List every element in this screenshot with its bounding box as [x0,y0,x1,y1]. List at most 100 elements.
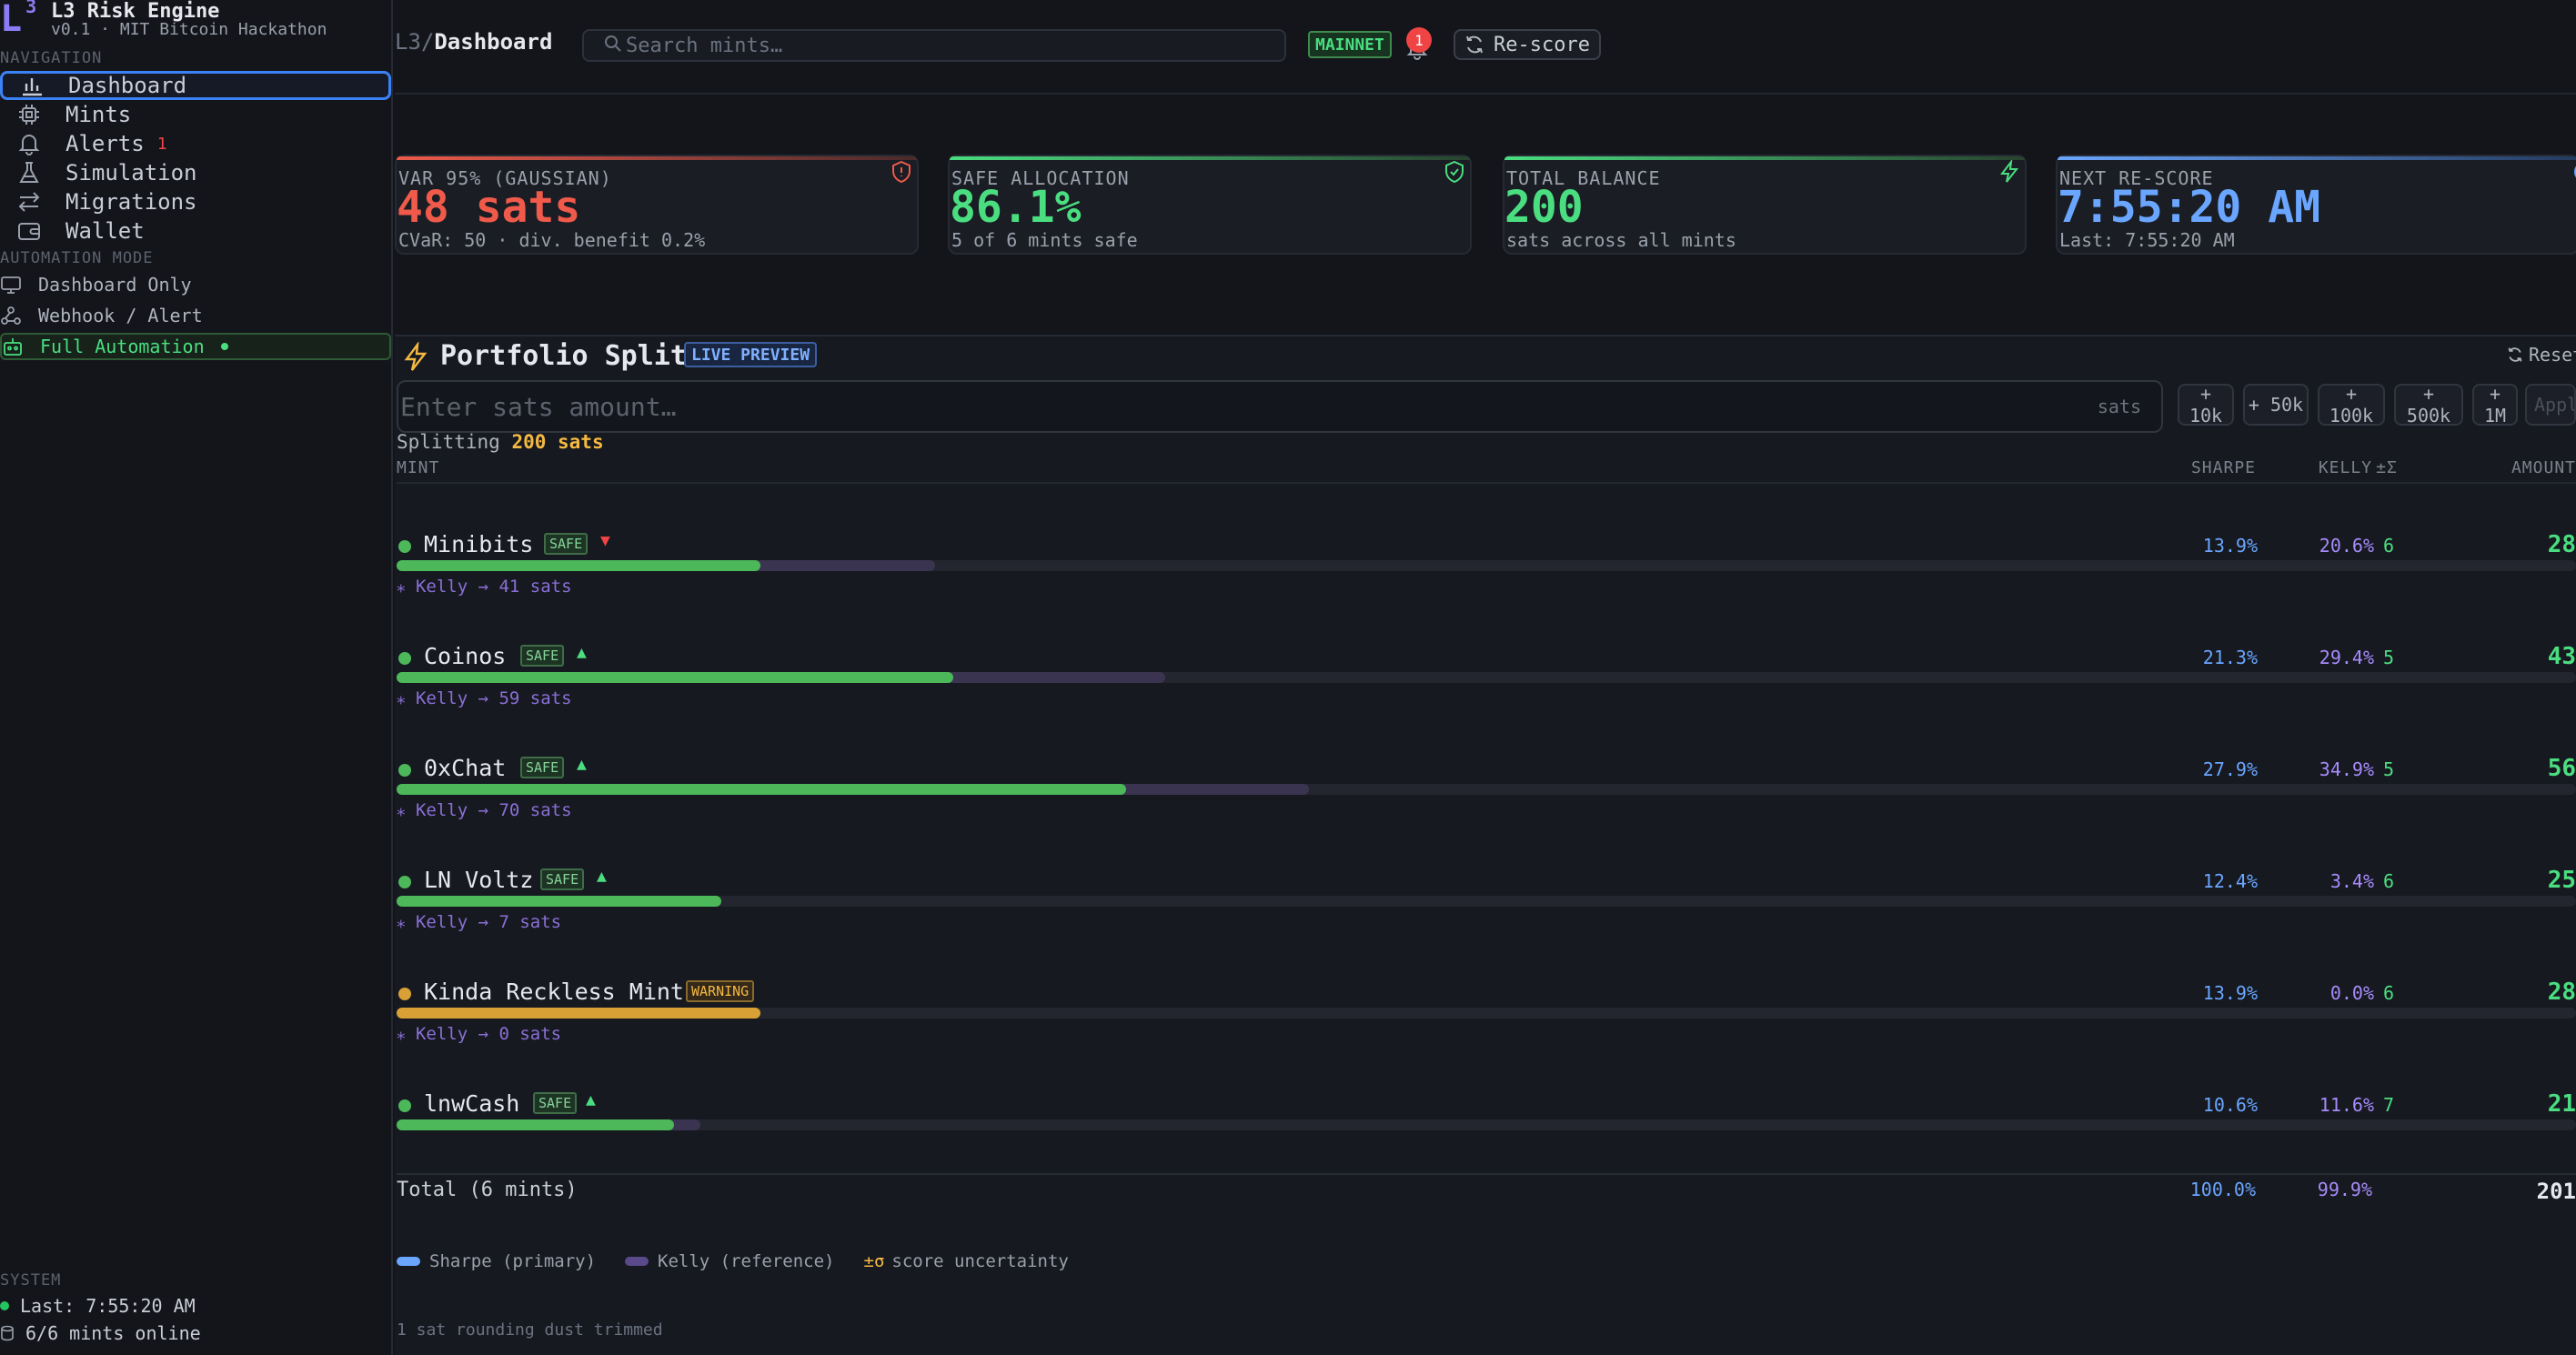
card-subtext: Last: 7:55:20 AM [2059,229,2235,251]
mint-row-coinos[interactable]: Coinos SAFE ▲ ⁎ Kelly → 59 sats 21.3% 29… [397,632,2576,732]
robot-icon [2,336,24,357]
mode-dashboard-only[interactable]: Dashboard Only [0,271,391,298]
trend-up-icon: ▲ [577,643,587,662]
kelly-value: 11.6% [2319,1094,2374,1116]
col-header-sharpe[interactable]: SHARPE [2190,458,2256,477]
mint-name: Minibits [424,531,534,557]
system-mints-online: 6/6 mints online [0,1322,201,1344]
allocation-track [397,560,2576,571]
sidebar-item-dashboard[interactable]: Dashboard [0,71,391,100]
card-value: 48 sats [397,182,581,233]
sharpe-value: 13.9% [2202,982,2258,1004]
splitting-summary: Splitting 200 sats [397,431,604,453]
col-header-sigma[interactable]: ±Σ [2376,458,2398,477]
card-label: SAFE ALLOCATION [951,167,1130,189]
card-subtext: CVaR: 50 · div. benefit 0.2% [398,229,706,251]
mint-name: Coinos [424,643,507,669]
mint-row-0xchat[interactable]: 0xChat SAFE ▲ ⁎ Kelly → 70 sats 27.9% 34… [397,744,2576,844]
status-dot [398,652,411,665]
panel-title: Portfolio Split [440,340,687,372]
status-badge: SAFE [540,868,585,890]
card-accent [1504,156,2025,160]
sidebar-item-mints[interactable]: Mints [0,100,391,129]
col-header-amount[interactable]: AMOUNT [2511,458,2576,477]
mint-row-ln-voltz[interactable]: LN Voltz SAFE ▲ ⁎ Kelly → 7 sats 12.4% 3… [397,856,2576,956]
bar-chart-icon [19,73,45,98]
sats-amount-field[interactable]: sats [397,380,2163,433]
reset-label: Reset [2529,344,2576,366]
sidebar-item-label: Mints [65,102,132,127]
trend-down-icon: ▼ [600,531,610,550]
search-input[interactable] [626,34,1263,57]
apply-button[interactable]: Apply [2525,384,2576,426]
card-label: NEXT RE-SCORE [2059,167,2214,189]
rescore-button[interactable]: Re-score [1454,29,1601,60]
kelly-value: 0.0% [2329,982,2374,1004]
monitor-icon [0,274,22,296]
amount-value: 56 [2547,755,2576,782]
col-header-mint[interactable]: MINT [397,458,440,477]
sigma-value: 5 [2382,647,2395,668]
db-icon [0,1325,15,1341]
search-box[interactable] [582,29,1286,62]
quick-add-1m-button[interactable]: + 1M [2472,383,2518,427]
sidebar-item-alerts[interactable]: Alerts 1 [0,129,391,158]
quick-add-100k-button[interactable]: + 100k [2318,383,2385,427]
mint-row-minibits[interactable]: Minibits SAFE ▼ ⁎ Kelly → 41 sats 13.9% … [397,520,2576,620]
mode-full-automation[interactable]: Full Automation [0,333,391,360]
status-dot [398,988,411,1000]
mint-name: 0xChat [424,755,507,781]
quick-add-50k-button[interactable]: + 50k [2243,384,2309,426]
sidebar-item-label: Migrations [65,189,197,215]
allocation-track [397,1008,2576,1019]
status-dot [398,540,411,553]
system-last-update: Last: 7:55:20 AM [0,1295,196,1317]
legend-label: Kelly (reference) [658,1251,835,1271]
breadcrumb: L3/Dashboard [395,29,552,55]
mode-webhook-alert[interactable]: Webhook / Alert [0,302,391,329]
trend-up-icon: ▲ [597,867,607,886]
refresh-icon [2508,347,2522,362]
topbar: L3/Dashboard MAINNET 1 Re-score [395,0,2576,95]
status-dot [398,1099,411,1112]
search-icon [604,35,622,56]
quick-add-10k-button[interactable]: + 10k [2178,383,2234,427]
mint-row-lnwcash[interactable]: lnwCash SAFE ▲ 10.6% 11.6% 7 21 [397,1079,2576,1179]
card-accent [950,156,1470,160]
reset-button[interactable]: Reset [2507,344,2576,366]
breadcrumb-root[interactable]: L3 [395,29,421,55]
active-mode-dot [220,343,228,350]
safe-allocation-card: SAFE ALLOCATION 86.1% 5 of 6 mints safe [948,155,1472,255]
mint-name: LN Voltz [424,867,534,893]
brand-subtitle: v0.1 · MIT Bitcoin Hackathon [51,20,327,39]
system-last-text: Last: 7:55:20 AM [20,1295,196,1317]
bolt-icon [1999,160,2019,183]
sats-amount-input[interactable] [398,391,2098,422]
mint-row-kinda-reckless[interactable]: Kinda Reckless Mint WARNING ⁎ Kelly → 0 … [397,968,2576,1068]
legend-sigma: ±σ score uncertainty [864,1251,1069,1271]
kelly-note: ⁎ Kelly → 70 sats [397,800,572,820]
total-kelly: 99.9% [2317,1179,2372,1200]
sidebar-item-simulation[interactable]: Simulation [0,158,391,187]
card-value: 86.1% [950,182,1082,233]
sharpe-value: 10.6% [2202,1094,2258,1116]
kelly-value: 34.9% [2319,758,2374,780]
splitting-prefix: Splitting [397,431,500,453]
flask-icon [16,160,42,186]
kelly-value: 3.4% [2329,870,2374,892]
sidebar-item-label: Dashboard [68,73,187,98]
sidebar-item-wallet[interactable]: Wallet [0,216,391,246]
card-value: 200 [1504,182,1584,233]
system-online-text: 6/6 mints online [25,1322,201,1344]
status-dot [398,876,411,888]
quick-add-500k-button[interactable]: + 500k [2394,383,2463,427]
allocation-track [397,896,2576,907]
col-header-kelly[interactable]: KELLY [2318,458,2372,477]
brand-title: L3 Risk Engine [51,0,220,23]
sidebar-item-migrations[interactable]: Migrations [0,187,391,216]
sharpe-bar [397,1119,674,1130]
live-preview-badge: LIVE PREVIEW [684,342,818,367]
